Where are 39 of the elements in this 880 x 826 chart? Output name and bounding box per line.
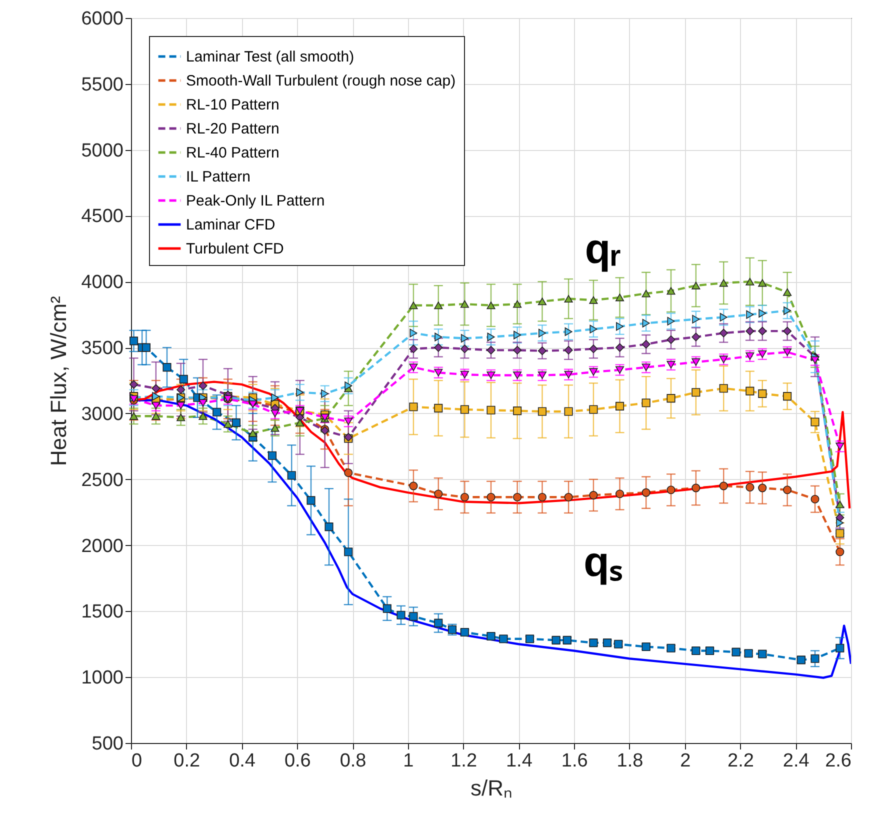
x-tick-label: 0.8	[340, 750, 366, 772]
x-tick-label: 1.6	[561, 750, 588, 772]
y-tick-label: 2500	[81, 470, 124, 491]
y-tick-label: 1500	[81, 602, 124, 623]
y-tick-label: 4500	[81, 206, 124, 228]
x-tick-label: 2.6	[825, 750, 852, 772]
legend-label: Turbulent CFD	[186, 240, 284, 258]
y-tick-label: 2000	[81, 536, 124, 557]
legend-label: IL Pattern	[186, 168, 250, 186]
x-tick-label: 1.8	[616, 750, 644, 772]
y-tick-label: 5000	[81, 140, 124, 162]
legend-label: Laminar Test (all smooth)	[186, 48, 354, 66]
x-tick-label: 1	[403, 750, 414, 772]
legend-label: RL-10 Pattern	[186, 96, 280, 114]
legend-label: Smooth-Wall Turbulent (rough nose cap)	[186, 72, 456, 90]
y-tick-label: 4000	[81, 272, 124, 294]
legend-label: Laminar CFD	[186, 216, 276, 234]
x-axis-title: s/Rₙ	[470, 776, 512, 800]
x-tick-label: 1.4	[506, 750, 533, 772]
y-tick-label: 5500	[81, 74, 124, 96]
x-tick-label: 0	[132, 750, 142, 772]
y-tick-label: 500	[92, 734, 124, 754]
legend-label: Peak-Only IL Pattern	[186, 192, 325, 210]
x-tick-label: 2	[680, 750, 691, 772]
legend-label: RL-20 Pattern	[186, 120, 280, 138]
x-tick-label: 0.2	[174, 750, 200, 772]
x-tick-label: 2.4	[782, 750, 810, 772]
y-tick-label: 1000	[81, 668, 124, 689]
y-axis-title: Heat Flux, W/cm²	[46, 296, 72, 466]
y-tick-label: 6000	[81, 8, 124, 30]
y-tick-label: 3500	[81, 338, 124, 360]
annotation: qᵣ	[584, 225, 622, 272]
legend-label: RL-40 Pattern	[186, 144, 280, 162]
x-tick-label: 1.2	[450, 750, 478, 772]
x-tick-label: 2.2	[728, 750, 754, 772]
y-tick-label: 3000	[81, 404, 124, 425]
x-tick-label: 0.6	[284, 750, 311, 772]
annotation: qₛ	[584, 538, 622, 585]
x-tick-label: 0.4	[229, 750, 256, 772]
